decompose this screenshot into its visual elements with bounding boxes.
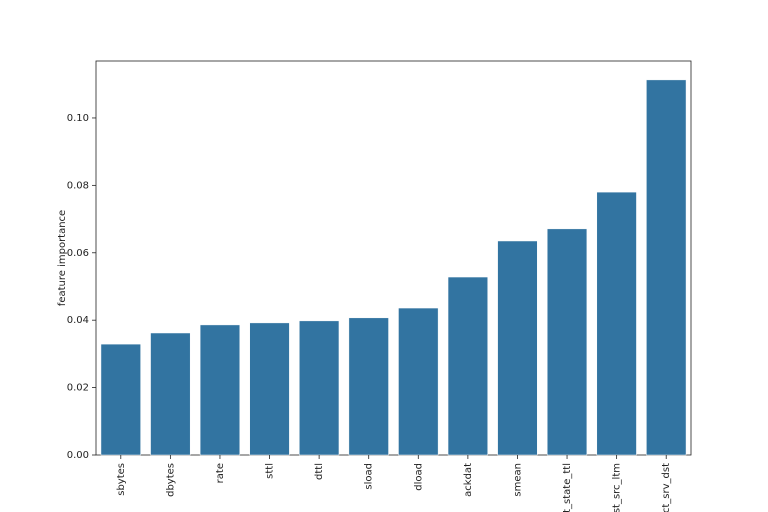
x-tick-label: dttl [314,463,325,480]
bar [398,307,439,456]
plot-frame [95,60,692,456]
x-tick-label: rate [215,463,226,483]
bar [546,228,588,456]
bar [299,320,340,456]
bar [348,317,389,456]
bar [249,322,290,456]
y-tick-label: 0.04 [67,315,89,326]
x-tick-label: sbytes [116,463,127,496]
x-tick-label: ct_srv_dst [661,463,672,512]
bar [150,332,191,456]
y-tick-label: 0.02 [67,383,89,394]
bar [596,191,637,456]
x-tick-label: dbytes [165,463,176,497]
bar [447,276,488,456]
y-tick-label: 0.00 [67,450,89,461]
bar [100,343,141,456]
y-axis-label: feature importance [57,210,68,306]
y-tick-label: 0.08 [67,180,89,191]
bar [646,79,687,456]
bar [199,324,241,456]
y-tick-label: 0.06 [67,248,89,259]
bar [497,240,538,456]
x-tick-label: smean [512,463,523,497]
x-tick-label: ackdat [463,463,474,497]
x-tick-label: dload [413,463,424,491]
x-tick-label: ct_state_ttl [562,463,573,512]
y-tick-label: 0.10 [67,113,89,124]
x-tick-label: dst_src_ltm [612,463,623,512]
x-tick-label: sttl [265,463,276,479]
x-tick-label: sload [364,463,375,490]
